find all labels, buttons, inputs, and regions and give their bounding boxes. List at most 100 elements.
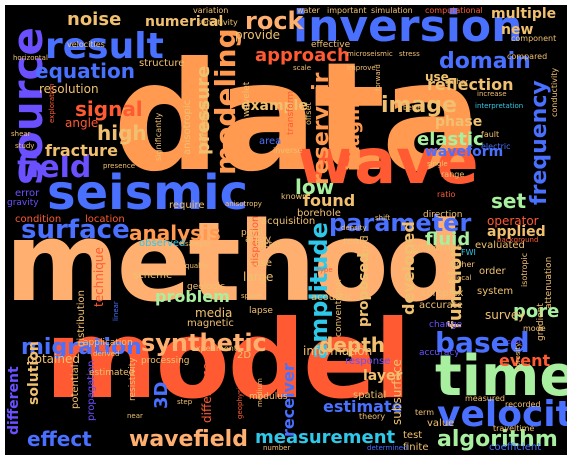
word-frequency: frequency [527, 80, 552, 205]
word-test: test [403, 430, 423, 441]
word-single: single [427, 160, 448, 168]
word-study: study [15, 142, 35, 150]
word-gather: gather [445, 78, 469, 86]
word-real: real [343, 236, 362, 247]
word-type: type [317, 266, 333, 274]
word-gravity: gravity [7, 198, 39, 208]
word-response: response [345, 356, 391, 367]
word-component: component [511, 34, 557, 43]
word-direction: direction [423, 210, 463, 220]
word-acoustic: acoustic [311, 292, 353, 303]
word-electric: electric [481, 142, 511, 151]
word-modulus: modulus [249, 392, 288, 402]
word-significantly: significantly [154, 112, 163, 161]
word-observed: observed [139, 238, 186, 249]
word-reflection: reflection [427, 75, 514, 94]
word-important: important [327, 6, 367, 15]
word-synthetic: synthetic [141, 329, 267, 357]
word-coefficient: coefficient [489, 442, 542, 453]
word-lapse: lapse [249, 306, 273, 316]
word-provide: provide [235, 28, 281, 42]
word-wavelet: wavelet [242, 81, 252, 117]
word-term: term [415, 408, 434, 417]
word-shift: shift [375, 214, 391, 222]
word-low: low [295, 175, 335, 199]
word-data: data [113, 31, 483, 205]
word-array: array [245, 234, 272, 245]
word-new: new [501, 22, 534, 38]
word-shear: shear [11, 130, 31, 138]
word-event: event [499, 351, 551, 370]
word-model: model [45, 298, 411, 423]
word-estimate: estimate [323, 397, 403, 416]
word-formation: formation [200, 101, 210, 145]
word-measured: measured [465, 394, 505, 403]
word-image: image [381, 93, 457, 118]
word-layer: layer [363, 368, 403, 384]
word-sensitivity: sensitivity [197, 18, 238, 27]
word-magnetic: magnetic [187, 318, 234, 329]
word-anisotropy: anisotropy [225, 200, 262, 208]
word-order: order [479, 266, 506, 277]
word-equation: equation [35, 59, 136, 83]
word-surface: surface [21, 215, 130, 245]
word-number: number [263, 444, 291, 452]
word-ratio: ratio [437, 190, 456, 199]
word-accurate: accurate [419, 300, 463, 311]
word-simulation: simulation [371, 6, 413, 15]
word-traveltime: traveltime [493, 424, 535, 433]
word-forward: forward [374, 64, 382, 91]
word-stress: stress [399, 50, 420, 58]
word-system: system [477, 286, 514, 297]
word-complex: complex [421, 288, 464, 299]
word-acquisition: acquisition [261, 216, 316, 227]
word-potential: potential [70, 364, 81, 409]
word-applied: applied [487, 224, 546, 240]
word-presence: presence [103, 162, 136, 170]
word-change: change [429, 320, 463, 330]
word-estimated: estimated [89, 368, 135, 378]
word-geologic: geologic [187, 282, 225, 292]
word-geophysical: geophysical [236, 377, 244, 419]
word-inversion: inversion [293, 5, 523, 52]
word-effect: effect [27, 427, 92, 451]
word-condition: condition [15, 214, 62, 225]
word-sample: sample [185, 240, 211, 248]
word-proposed: proposed [356, 252, 372, 327]
word-experiment: experiment [191, 344, 237, 353]
word-domain: domain [439, 49, 531, 74]
word-theory: theory [359, 412, 386, 421]
word-different: different [6, 366, 22, 435]
word-subsurface: subsurface [390, 359, 404, 425]
word-step: step [177, 398, 193, 406]
word-angle: angle [65, 116, 99, 130]
word-case: case [249, 258, 272, 269]
word-example: example [241, 98, 308, 114]
word-grid: grid [360, 235, 371, 255]
word-point: point [241, 228, 264, 238]
word-numerical: numerical [145, 14, 224, 30]
word-properties: properties [411, 242, 463, 253]
word-seismic: seismic [47, 165, 249, 221]
word-FWI: FWI [461, 248, 476, 257]
word-approach: approach [255, 45, 350, 66]
word-background: background [497, 236, 539, 244]
word-function: function [445, 244, 466, 329]
word-higher: higher [449, 260, 475, 269]
word-evaluated: evaluated [475, 240, 525, 251]
word-better: better [403, 104, 425, 112]
word-signal: signal [75, 97, 143, 121]
word-2D: 2D [237, 350, 252, 361]
word-borehole: borehole [297, 208, 341, 219]
word-conventional: conventional [334, 279, 344, 337]
word-velocities: velocities [67, 40, 105, 49]
word-technique: technique [92, 247, 106, 307]
word-developed: developed [399, 221, 418, 315]
word-set: set [491, 189, 527, 213]
word-depth: depth [319, 333, 385, 357]
word-quality: quality [185, 262, 209, 270]
word-reservoir: reservoir [309, 72, 334, 185]
word-use: use [425, 70, 449, 84]
word-compared: compared [507, 52, 548, 61]
word-microseismic: microseismic [347, 50, 393, 58]
